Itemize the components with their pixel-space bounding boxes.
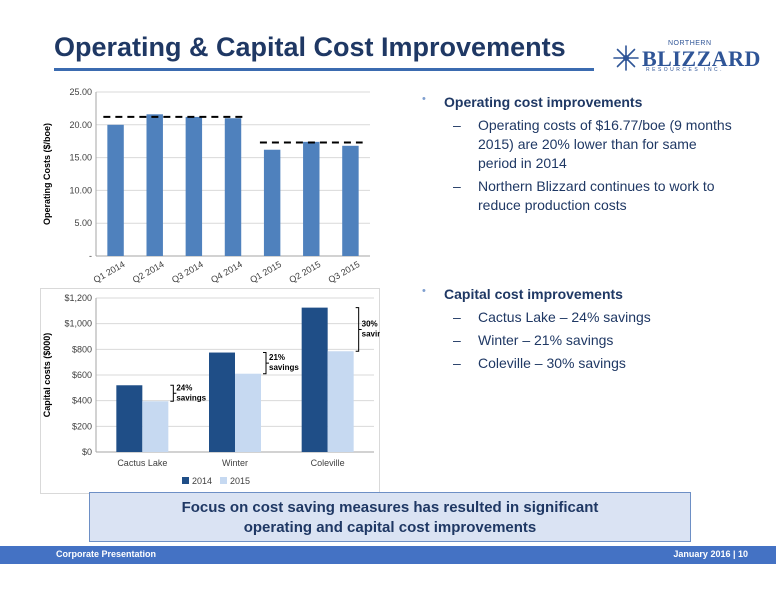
legend-swatch (182, 477, 189, 484)
x-tick-label: Q1 2015 (248, 259, 283, 285)
capital-item: – Coleville – 30% savings (453, 355, 626, 371)
x-tick-label: Q2 2015 (287, 259, 322, 285)
x-tick-label: Q2 2014 (131, 259, 166, 285)
capital-item-text: Coleville – 30% savings (478, 355, 626, 371)
bar (224, 118, 242, 256)
bar (209, 352, 235, 452)
y-tick-label: $1,000 (64, 319, 92, 329)
logo-top-text: NORTHERN (668, 40, 712, 47)
operating-heading: Operating cost improvements (416, 93, 736, 110)
x-tick-label: Coleville (311, 458, 345, 468)
operating-item-text: Operating costs of $16.77/boe (9 months … (478, 117, 732, 171)
bar (342, 145, 359, 256)
y-tick-label: $200 (72, 421, 92, 431)
page-title: Operating & Capital Cost Improvements (54, 32, 566, 62)
savings-bracket (355, 307, 362, 352)
operating-bullets: Operating cost improvements –Operating c… (416, 93, 736, 219)
bar (142, 401, 169, 452)
bar (303, 141, 320, 256)
y-tick-label: $400 (72, 396, 92, 406)
savings-label: savings (269, 363, 299, 372)
capital-item: – Winter – 21% savings (453, 332, 614, 348)
footer-left: Corporate Presentation (56, 549, 157, 559)
bar (185, 116, 203, 256)
logo-main-text: BLIZZARD (642, 46, 761, 71)
y-tick-label: $0 (82, 447, 92, 457)
bar (107, 124, 124, 256)
legend-swatch (220, 477, 227, 484)
footer-page: January 2016 | 10 (673, 549, 748, 559)
summary-callout: Focus on cost saving measures has result… (89, 492, 691, 542)
title-underline (54, 68, 594, 71)
x-tick-label: Cactus Lake (117, 458, 167, 468)
savings-label: savings (176, 393, 206, 402)
savings-percent: 21% (269, 353, 285, 362)
operating-item-text: Northern Blizzard continues to work to r… (478, 178, 715, 213)
capital-bullets: Capital cost improvements –Cactus Lake –… (416, 285, 736, 377)
y-axis-label: Operating Costs ($/boe) (42, 123, 52, 225)
logo-sub-text: RESOURCES INC. (646, 67, 725, 73)
bar (116, 385, 143, 452)
savings-percent: 24% (176, 383, 192, 392)
savings-percent: 30% (362, 319, 378, 328)
y-tick-label: 25.00 (69, 87, 92, 97)
bar (301, 307, 328, 452)
capital-cost-chart: $0 $200 $400 $600 $800 $1,000 $1,200 Cactus Lak… (40, 288, 380, 494)
legend-label: 2014 (192, 476, 212, 486)
x-tick-label: Q4 2014 (209, 259, 244, 285)
operating-item: – Northern Blizzard continues to work to … (453, 178, 715, 213)
company-logo: NORTHERN BLIZZARD RESOURCES INC. (612, 40, 760, 76)
operating-item: – Operating costs of $16.77/boe (9 months… (453, 117, 732, 171)
y-tick-label: $600 (72, 370, 92, 380)
footer-bar: Corporate Presentation January 2016 | 10 (0, 546, 776, 564)
y-tick-label: $1,200 (64, 293, 92, 303)
savings-bracket (170, 384, 177, 402)
savings-bracket (263, 352, 269, 375)
callout-line: operating and capital cost improvements (243, 519, 537, 536)
y-tick-label: 5.00 (74, 218, 92, 228)
x-tick-label: Q3 2015 (327, 259, 362, 285)
y-axis-label: Capital costs ($000) (42, 333, 52, 418)
bar (263, 149, 281, 256)
x-tick-label: Q3 2014 (170, 259, 205, 285)
x-tick-label: Q1 2014 (92, 259, 127, 285)
x-tick-label: Winter (222, 458, 248, 468)
capital-item-text: Cactus Lake – 24% savings (478, 309, 651, 325)
bar (235, 373, 261, 452)
legend-label: 2015 (230, 476, 250, 486)
y-tick-label: 15.00 (69, 153, 92, 163)
y-tick-label: 10.00 (69, 185, 92, 195)
bar (146, 114, 163, 256)
capital-item: – Cactus Lake – 24% savings (453, 309, 651, 325)
y-tick-label: $800 (72, 344, 92, 354)
y-tick-label: - (89, 251, 92, 261)
capital-heading: Capital cost improvements (416, 285, 736, 302)
savings-label: savings (362, 329, 380, 338)
callout-line: Focus on cost saving measures has result… (181, 499, 599, 516)
bar (327, 351, 354, 452)
capital-item-text: Winter – 21% savings (478, 332, 614, 348)
y-tick-label: 20.00 (69, 120, 92, 130)
snowflake-icon (613, 45, 639, 71)
